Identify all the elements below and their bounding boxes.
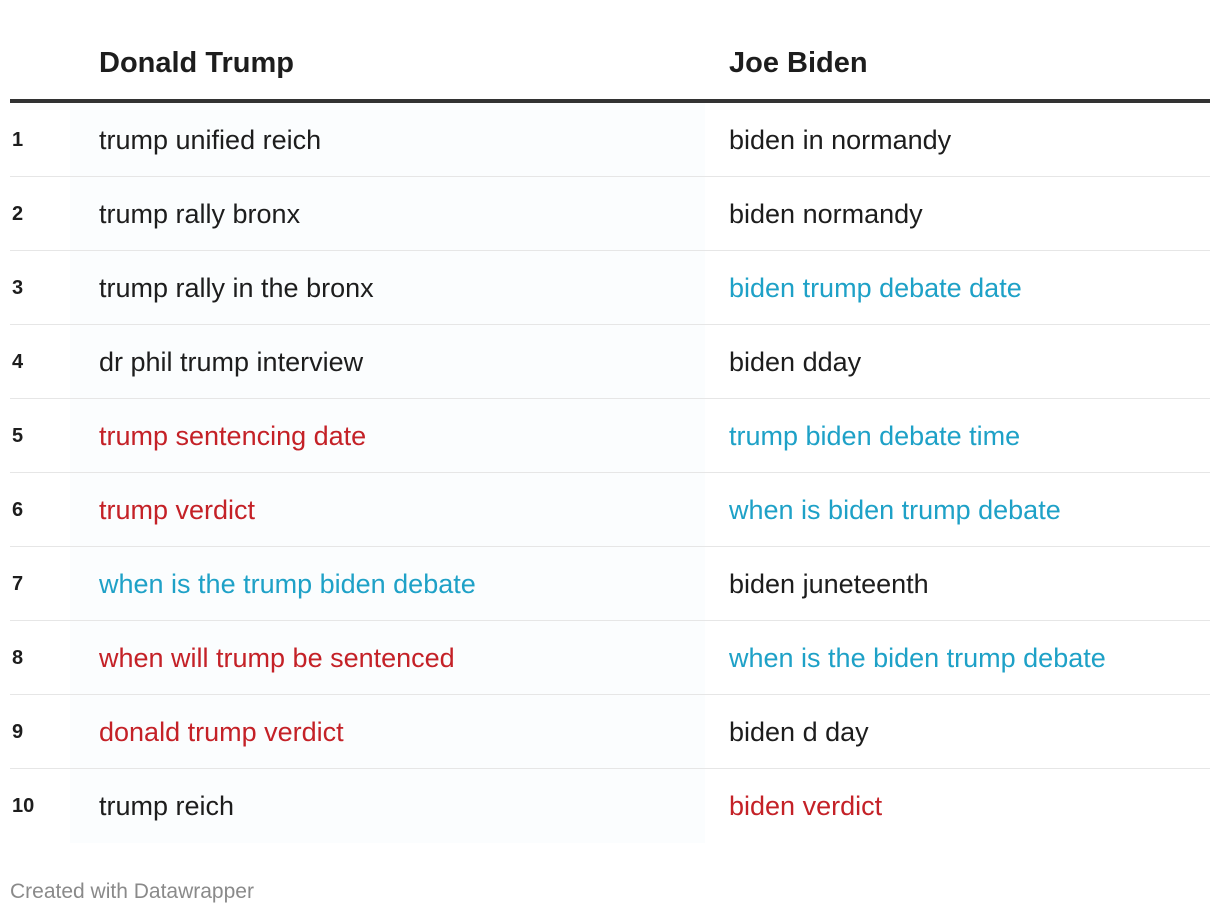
biden-search-term: biden in normandy bbox=[729, 125, 952, 155]
biden-search-term: biden juneteenth bbox=[729, 569, 929, 599]
trump-column-shade bbox=[70, 547, 705, 620]
rank-cell: 10 bbox=[12, 795, 35, 817]
trump-column-shade bbox=[70, 177, 705, 250]
table-row: 6 trump verdict when is biden trump deba… bbox=[10, 473, 1210, 547]
rank-cell: 6 bbox=[12, 499, 24, 521]
rank-cell: 5 bbox=[12, 425, 24, 447]
biden-search-term: when is biden trump debate bbox=[729, 495, 1061, 525]
biden-search-term: biden normandy bbox=[729, 199, 923, 229]
trump-column-shade bbox=[70, 103, 705, 176]
rank-cell: 7 bbox=[12, 573, 24, 595]
trump-column-shade bbox=[70, 325, 705, 398]
trump-column-shade bbox=[70, 473, 705, 546]
trump-search-term: trump rally bronx bbox=[99, 199, 301, 229]
column-header-biden: Joe Biden bbox=[729, 47, 868, 79]
trump-column-shade bbox=[70, 251, 705, 324]
table-row: 8 when will trump be sentenced when is t… bbox=[10, 621, 1210, 695]
trump-search-term: trump unified reich bbox=[99, 125, 322, 155]
trump-search-term: when will trump be sentenced bbox=[99, 643, 455, 673]
trump-search-term: when is the trump biden debate bbox=[99, 569, 476, 599]
table-row: 5 trump sentencing date trump biden deba… bbox=[10, 399, 1210, 473]
biden-search-term: biden verdict bbox=[729, 791, 883, 821]
rank-cell: 2 bbox=[12, 203, 24, 225]
trump-column-shade bbox=[70, 399, 705, 472]
search-terms-table: Donald Trump Joe Biden 1 trump unified r… bbox=[10, 0, 1210, 843]
trump-search-term: trump sentencing date bbox=[99, 421, 367, 451]
trump-column-shade bbox=[70, 769, 705, 843]
trump-column-shade bbox=[70, 621, 705, 694]
table-row: 7 when is the trump biden debate biden j… bbox=[10, 547, 1210, 621]
column-header-trump: Donald Trump bbox=[99, 47, 294, 79]
trump-column-shade bbox=[70, 695, 705, 768]
biden-search-term: biden trump debate date bbox=[729, 273, 1022, 303]
rank-cell: 9 bbox=[12, 721, 24, 743]
table-row: 4 dr phil trump interview biden dday bbox=[10, 325, 1210, 399]
biden-search-term: trump biden debate time bbox=[729, 421, 1021, 451]
rank-cell: 4 bbox=[12, 351, 24, 373]
rank-cell: 3 bbox=[12, 277, 24, 299]
table-row: 1 trump unified reich biden in normandy bbox=[10, 103, 1210, 177]
datawrapper-credit: Created with Datawrapper bbox=[10, 880, 254, 903]
trump-search-term: trump rally in the bronx bbox=[99, 273, 374, 303]
biden-search-term: biden dday bbox=[729, 347, 862, 377]
trump-search-term: dr phil trump interview bbox=[99, 347, 364, 377]
table-row: 2 trump rally bronx biden normandy bbox=[10, 177, 1210, 251]
biden-search-term: biden d day bbox=[729, 717, 869, 747]
table-row: 9 donald trump verdict biden d day bbox=[10, 695, 1210, 769]
table-row: 10 trump reich biden verdict bbox=[10, 769, 1210, 843]
trump-search-term: trump verdict bbox=[99, 495, 256, 525]
trump-search-term: donald trump verdict bbox=[99, 717, 344, 747]
rank-cell: 1 bbox=[12, 129, 24, 151]
trump-search-term: trump reich bbox=[99, 791, 235, 821]
table-header: Donald Trump Joe Biden bbox=[10, 0, 1210, 103]
rank-cell: 8 bbox=[12, 647, 24, 669]
table-row: 3 trump rally in the bronx biden trump d… bbox=[10, 251, 1210, 325]
biden-search-term: when is the biden trump debate bbox=[729, 643, 1106, 673]
